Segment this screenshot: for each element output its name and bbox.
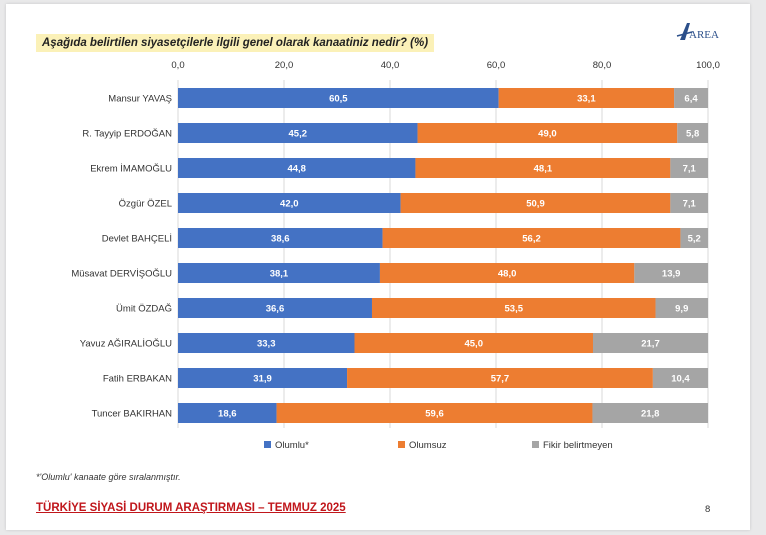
bar-segment: [655, 298, 708, 318]
legend-label: Fikir belirtmeyen: [543, 440, 613, 451]
category-label: R. Tayyip ERDOĞAN: [82, 129, 172, 140]
bar-segment: [347, 368, 653, 388]
legend-label: Olumsuz: [409, 440, 447, 451]
category-label: Fatih ERBAKAN: [103, 374, 172, 385]
footnote: *'Olumlu' kanaate göre sıralanmıştır.: [36, 472, 181, 482]
data-label: 50,9: [526, 199, 545, 210]
legend-label: Olumlu*: [275, 440, 309, 451]
category-label: Mansur YAVAŞ: [108, 94, 172, 105]
data-label: 9,9: [675, 304, 688, 315]
data-label: 6,4: [684, 94, 698, 105]
bar-segment: [592, 333, 708, 353]
bar-segment: [178, 158, 416, 178]
category-label: Tuncer BAKIRHAN: [92, 409, 173, 420]
bar-segment: [379, 263, 635, 283]
bar-segment: [400, 193, 671, 213]
category-label: Müsavat DERVİŞOĞLU: [71, 269, 172, 280]
bar-segment: [674, 88, 708, 108]
category-label: Ekrem İMAMOĞLU: [90, 164, 172, 175]
data-label: 5,2: [688, 234, 701, 245]
x-tick-label: 100,0: [696, 60, 720, 71]
data-label: 38,6: [271, 234, 290, 245]
data-label: 18,6: [218, 409, 237, 420]
data-label: 42,0: [280, 199, 299, 210]
bar-segment: [415, 158, 671, 178]
legend-swatch: [532, 441, 539, 448]
data-label: 49,0: [538, 129, 557, 140]
bar-segment: [680, 228, 708, 248]
data-label: 13,9: [662, 269, 681, 280]
footer-title: TÜRKİYE SİYASİ DURUM ARAŞTIRMASI – TEMMU…: [36, 502, 346, 514]
data-label: 31,9: [253, 374, 272, 385]
logo-text: AREA: [689, 29, 719, 41]
data-label: 48,0: [498, 269, 517, 280]
area-logo-icon: AREA: [676, 23, 719, 41]
legend-swatch: [398, 441, 405, 448]
data-label: 48,1: [534, 164, 553, 175]
bar-segment: [652, 368, 708, 388]
bar-segment: [670, 193, 708, 213]
data-label: 44,8: [287, 164, 306, 175]
x-tick-label: 80,0: [593, 60, 612, 71]
bar-segment: [677, 123, 708, 143]
data-label: 33,3: [257, 339, 276, 350]
category-label: Özgür ÖZEL: [119, 199, 172, 210]
data-label: 10,4: [671, 374, 690, 385]
data-label: 53,5: [505, 304, 524, 315]
data-label: 7,1: [683, 164, 697, 175]
data-label: 21,8: [641, 409, 660, 420]
data-label: 45,0: [464, 339, 483, 350]
category-label: Devlet BAHÇELİ: [102, 234, 172, 245]
x-tick-label: 40,0: [381, 60, 400, 71]
data-label: 36,6: [266, 304, 285, 315]
bar-segment: [178, 263, 380, 283]
bar-segment: [178, 333, 355, 353]
bar-segment: [276, 403, 593, 423]
data-label: 45,2: [289, 129, 308, 140]
data-label: 56,2: [522, 234, 541, 245]
data-label: 59,6: [425, 409, 444, 420]
bar-segment: [178, 228, 383, 248]
slide: Aşağıda belirtilen siyasetçilerle ilgili…: [6, 4, 750, 530]
stacked-bar-chart: 0,0 20,0 40,0 60,0 80,0 100,0 Mansur YAVAŞ 60,5…: [71, 60, 720, 451]
bar-segment: [670, 158, 708, 178]
data-label: 7,1: [683, 199, 697, 210]
bar-segment: [417, 123, 678, 143]
bar-segment: [371, 298, 656, 318]
bar-segment: [498, 88, 675, 108]
legend-swatch: [264, 441, 271, 448]
data-label: 38,1: [270, 269, 289, 280]
bar-segment: [382, 228, 681, 248]
data-label: 21,7: [641, 339, 660, 350]
data-label: 57,7: [491, 374, 510, 385]
bar-segment: [178, 123, 418, 143]
data-label: 60,5: [329, 94, 348, 105]
bar-segment: [354, 333, 593, 353]
x-tick-label: 0,0: [171, 60, 184, 71]
bar-segment: [178, 368, 348, 388]
category-label: Yavuz AĞIRALİOĞLU: [80, 339, 172, 350]
page-number: 8: [705, 504, 711, 515]
data-label: 33,1: [577, 94, 596, 105]
bar-segment: [178, 193, 401, 213]
question-title: Aşağıda belirtilen siyasetçilerle ilgili…: [36, 34, 435, 52]
bar-segment: [178, 88, 499, 108]
bar-segment: [178, 298, 372, 318]
data-label: 5,8: [686, 129, 699, 140]
x-tick-label: 20,0: [275, 60, 294, 71]
bar-segment: [178, 403, 277, 423]
bar-segment: [634, 263, 708, 283]
bar-segment: [592, 403, 708, 423]
x-tick-label: 60,0: [487, 60, 506, 71]
category-label: Ümit ÖZDAĞ: [116, 304, 172, 315]
